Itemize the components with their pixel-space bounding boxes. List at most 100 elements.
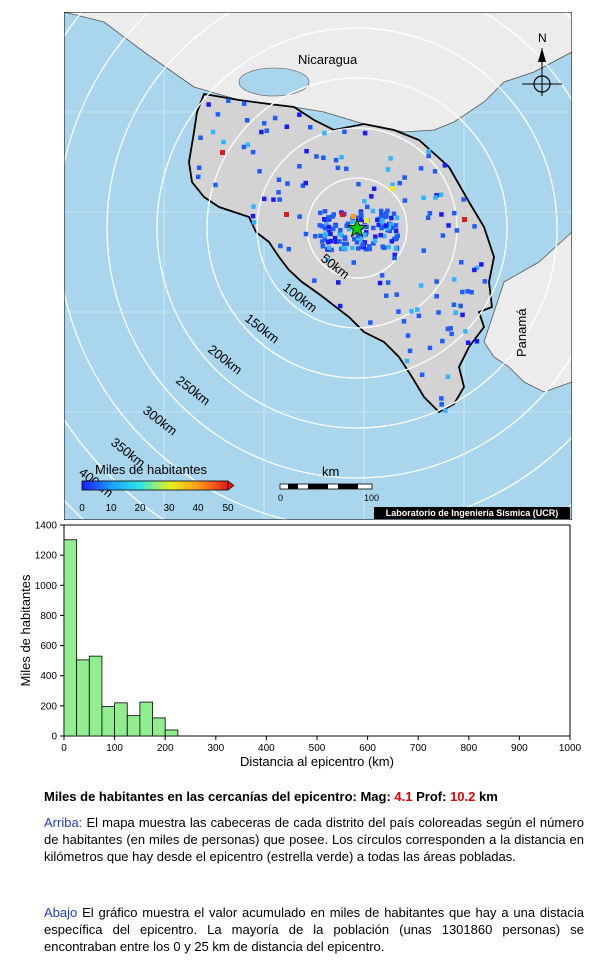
costa-rica-land	[188, 92, 495, 414]
y-tick-label: 800	[40, 611, 57, 622]
district-point	[262, 196, 267, 202]
district-point	[335, 165, 341, 171]
district-point	[379, 213, 384, 218]
district-point	[386, 244, 391, 250]
district-point	[323, 232, 328, 238]
district-point	[304, 148, 309, 154]
district-point	[436, 310, 441, 315]
district-point	[474, 339, 480, 344]
x-tick-label: 600	[359, 743, 376, 754]
district-point	[438, 192, 444, 197]
depth-label: Prof:	[416, 789, 447, 804]
district-point	[446, 223, 451, 228]
district-point	[393, 223, 399, 228]
district-point	[465, 289, 470, 294]
district-point	[363, 247, 369, 252]
district-point	[372, 238, 378, 243]
district-point	[409, 309, 414, 314]
district-point	[394, 235, 399, 241]
district-point	[337, 231, 342, 237]
x-tick-label: 200	[157, 743, 174, 754]
histogram-chart: 0 100 200 300 400 500 600 700 800 900 1000 0 200 400 6…	[18, 521, 582, 770]
district-point	[330, 214, 335, 219]
district-point	[389, 215, 394, 221]
district-point	[458, 303, 463, 309]
x-tick-label: 800	[460, 743, 477, 754]
district-point	[196, 165, 202, 170]
district-point	[418, 283, 424, 288]
district-point	[472, 267, 477, 273]
district-point	[206, 102, 211, 107]
colorbar-tick: 20	[134, 503, 146, 514]
district-point	[261, 121, 267, 126]
north-arrow-icon: N	[522, 31, 562, 96]
district-point	[350, 219, 355, 224]
district-point	[385, 280, 391, 285]
district-point	[371, 225, 376, 231]
district-point	[272, 115, 278, 121]
district-point	[393, 246, 399, 251]
district-point	[342, 235, 348, 240]
district-point	[245, 142, 251, 147]
district-point	[449, 331, 454, 337]
colorbar-title: Miles de habitantes	[95, 462, 208, 477]
district-point	[320, 224, 325, 229]
headline: Miles de habitantes en las cercanías del…	[44, 788, 584, 805]
district-point	[322, 130, 327, 136]
x-tick-label: 400	[258, 743, 275, 754]
district-point	[300, 183, 306, 188]
district-point	[328, 231, 333, 237]
district-point	[313, 234, 318, 239]
district-point	[314, 154, 319, 159]
district-point	[326, 245, 332, 250]
district-point	[369, 194, 374, 199]
district-point	[364, 224, 369, 230]
district-point	[356, 181, 361, 187]
district-point	[465, 340, 471, 345]
district-point	[344, 223, 349, 228]
district-point	[297, 164, 302, 169]
y-tick-label: 600	[40, 641, 57, 652]
district-point	[418, 166, 424, 171]
district-point	[297, 214, 302, 219]
district-point	[432, 169, 438, 174]
district-point	[320, 244, 326, 249]
district-point	[360, 242, 365, 247]
district-point	[451, 302, 457, 307]
district-point	[385, 167, 391, 172]
district-point	[362, 232, 367, 238]
district-point	[351, 260, 356, 265]
district-point	[393, 228, 399, 233]
district-point	[452, 210, 457, 216]
district-point	[416, 313, 422, 319]
district-point	[312, 278, 317, 283]
district-point	[482, 279, 488, 284]
district-point	[337, 239, 342, 244]
district-point	[383, 211, 389, 216]
district-point	[379, 273, 385, 278]
district-point	[383, 223, 389, 228]
plot-area	[63, 524, 571, 737]
scale-tick: 0	[278, 493, 283, 503]
district-point	[472, 224, 477, 229]
district-point	[284, 124, 290, 129]
district-point	[250, 213, 256, 219]
depth-unit: km	[479, 789, 498, 804]
colorbar-tick: 10	[105, 503, 117, 514]
district-point	[460, 289, 465, 295]
district-point	[371, 186, 377, 191]
district-point	[388, 156, 393, 161]
district-point	[318, 233, 323, 239]
district-point	[440, 233, 446, 238]
district-point	[407, 348, 413, 354]
district-point	[421, 248, 426, 253]
district-point	[402, 175, 407, 180]
district-point	[479, 262, 484, 267]
x-tick-label: 700	[410, 743, 427, 754]
district-point	[390, 182, 395, 188]
district-point	[355, 215, 360, 220]
district-point	[336, 280, 341, 285]
district-point	[352, 236, 357, 242]
histogram-bar	[152, 717, 166, 737]
district-point	[378, 208, 384, 214]
